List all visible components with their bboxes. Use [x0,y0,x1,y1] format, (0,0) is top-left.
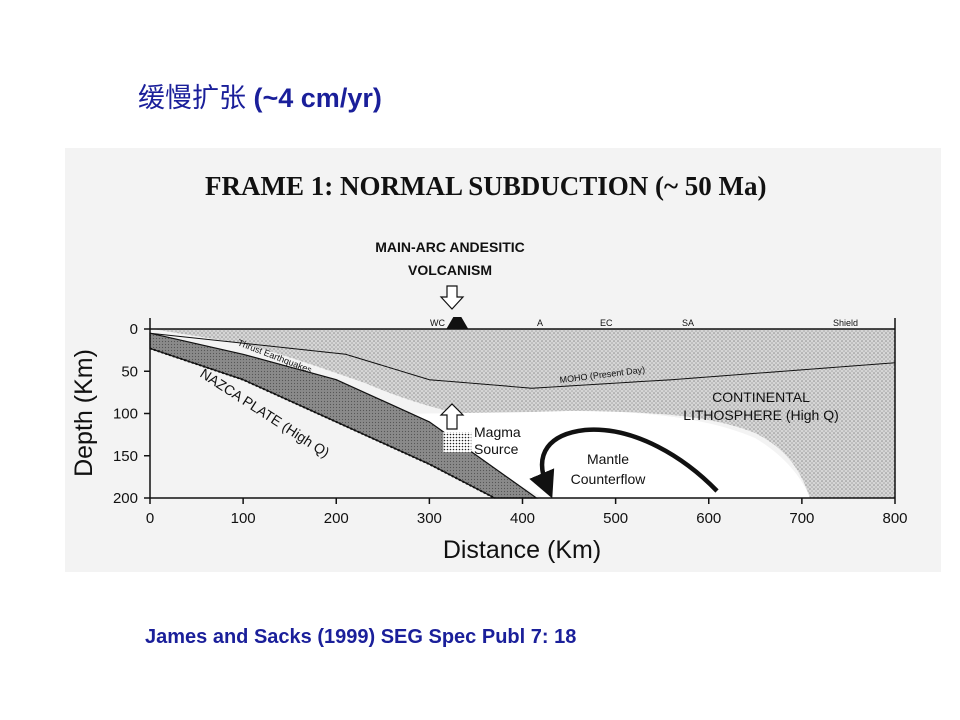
arc-volcano-icon [446,317,469,329]
surface-label-wc: WC [430,318,445,328]
lithosphere-label-line1: CONTINENTAL [712,389,810,405]
surface-label-ec: EC [600,318,613,328]
frame-title: FRAME 1: NORMAL SUBDUCTION (~ 50 Ma) [205,171,767,201]
citation: James and Sacks (1999) SEG Spec Publ 7: … [145,626,577,648]
y-tick-label: 0 [130,321,138,338]
magma-label-line2: Source [474,441,519,457]
subduction-figure: FRAME 1: NORMAL SUBDUCTION (~ 50 Ma) MAI… [70,171,908,564]
slab-bottom-edge [149,347,496,499]
x-tick-label: 100 [231,510,256,527]
mantle-label-line2: Counterflow [571,471,647,487]
magma-label-line1: Magma [474,424,521,440]
moho-line [149,332,896,389]
x-tick-label: 300 [417,510,442,527]
x-tick-label: 200 [324,510,349,527]
figure-scan: FRAME 1: NORMAL SUBDUCTION (~ 50 Ma) MAI… [65,148,941,572]
slide-title-rate: (~4 cm/yr) [253,83,382,113]
y-tick-label: 50 [121,363,138,380]
mantle-label-line1: Mantle [587,451,629,467]
mantle-wedge [390,411,810,498]
x-ticks: 0 100 200 300 400 500 600 700 800 [146,498,908,527]
slide-title: 缓慢扩张 (~4 cm/yr) [138,76,382,115]
y-ticks: 0 50 100 150 200 [113,321,150,507]
x-tick-label: 800 [882,510,907,527]
volcanism-arrow-icon [439,285,465,310]
magma-source-icon [443,432,472,452]
surface-label-shield: Shield [833,318,858,328]
x-axis-title: Distance (Km) [443,536,601,564]
x-tick-label: 400 [510,510,535,527]
volcanism-label-line1: MAIN-ARC ANDESITIC [375,239,525,255]
lithosphere-label-line2: LITHOSPHERE (High Q) [683,407,839,423]
surface-label-a: A [537,318,543,328]
volcanism-label-line2: VOLCANISM [408,262,492,278]
continental-lithosphere [152,329,895,498]
x-tick-label: 600 [696,510,721,527]
x-tick-label: 500 [603,510,628,527]
y-tick-label: 100 [113,406,138,423]
mantle-counterflow-arrow-icon [529,427,719,499]
slide-title-cjk: 缓慢扩张 [138,83,246,114]
x-tick-label: 700 [789,510,814,527]
x-tick-label: 0 [146,510,154,527]
magma-ascent-arrow-icon [439,403,465,430]
y-tick-label: 150 [113,448,138,465]
surface-label-sa: SA [682,318,694,328]
y-axis-title: Depth (Km) [70,349,98,477]
y-tick-label: 200 [113,490,138,507]
